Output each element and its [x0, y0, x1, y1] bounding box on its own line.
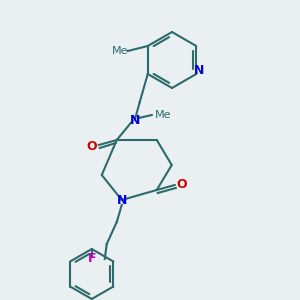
- Text: N: N: [130, 113, 140, 127]
- Text: N: N: [194, 64, 204, 77]
- Text: Me: Me: [112, 46, 128, 56]
- Text: Me: Me: [154, 110, 171, 120]
- Text: N: N: [117, 194, 127, 206]
- Text: F: F: [88, 253, 96, 266]
- Text: O: O: [176, 178, 187, 191]
- Text: O: O: [86, 140, 97, 154]
